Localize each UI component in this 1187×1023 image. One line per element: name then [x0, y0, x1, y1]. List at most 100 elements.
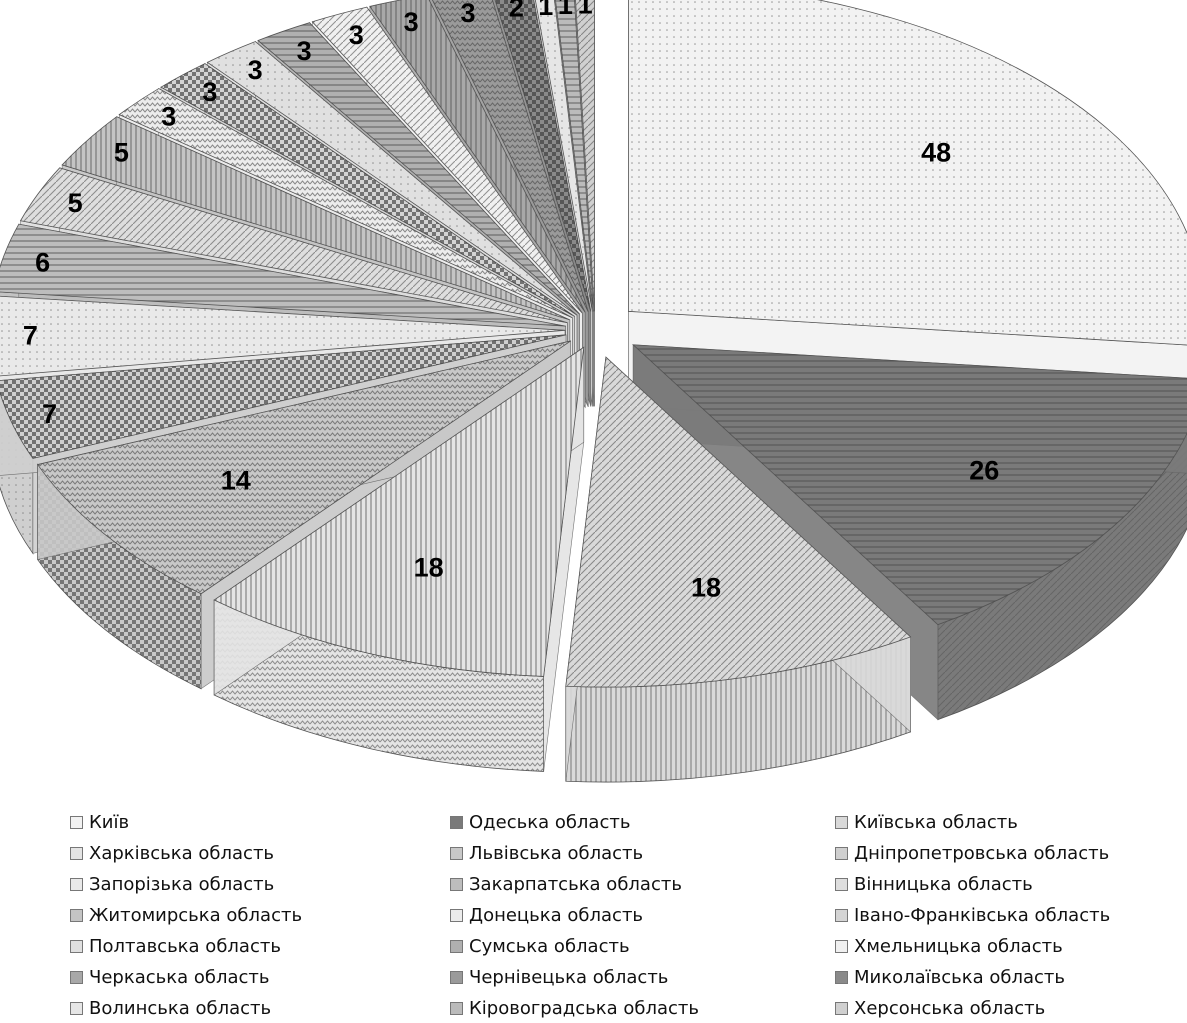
data-label-дніпропетровська-область: 7: [42, 399, 57, 429]
legend-swatch-icon: [70, 877, 83, 891]
legend-swatch-icon: [70, 1001, 83, 1015]
pie-side-texture-одеська-область: [937, 433, 1187, 720]
legend-item-сумська-область: Сумська область: [450, 932, 835, 960]
pie-slice-texture-дніпропетровська-область: [0, 334, 567, 459]
legend-swatch-icon: [450, 1001, 463, 1015]
legend-label: Харківська область: [89, 842, 275, 864]
legend-item-херсонська-область: Херсонська область: [835, 994, 1170, 1022]
legend-swatch-icon: [835, 970, 848, 984]
legend-item-волинська-область: Волинська область: [70, 994, 450, 1022]
legend-item-полтавська-область: Полтавська область: [70, 932, 450, 960]
legend-swatch-icon: [70, 846, 83, 860]
legend-swatch-icon: [835, 1001, 848, 1015]
legend-label: Полтавська область: [89, 935, 281, 957]
legend-swatch-icon: [70, 939, 83, 953]
legend-label: Чернівецька область: [469, 966, 669, 988]
legend-item-закарпатська-область: Закарпатська область: [450, 870, 835, 898]
legend-swatch-icon: [450, 877, 463, 891]
pie-slice-texture-полтавська-область: [207, 41, 577, 316]
pie-chart: 48 26 18 18 14 7 7 6 5 5 3 3 3 3 3 3 3 2 1 1 1: [0, 0, 1187, 783]
legend-label: Київська область: [854, 811, 1018, 833]
pie-slice-texture-миколаївська-область: [495, 0, 591, 312]
legend-label: Хмельницька область: [854, 935, 1063, 957]
pie-slice-texture-кіровоградська-область: [555, 0, 594, 312]
pie-slice-texture-закарпатська-область: [0, 224, 566, 327]
data-label-івано-франківська-область: 3: [202, 77, 217, 107]
pie-slice-texture-черкаська-область: [369, 0, 586, 313]
legend-label: Дніпропетровська область: [854, 842, 1110, 864]
data-label-херсонська-область: 1: [578, 0, 593, 20]
data-label-сумська-область: 3: [297, 36, 312, 66]
legend-label: Миколаївська область: [854, 966, 1066, 988]
data-label-миколаївська-область: 2: [509, 0, 524, 23]
legend-label: Івано-Франківська область: [854, 904, 1111, 926]
legend: Київ Одеська область Київська область Харкі…: [70, 808, 1170, 1022]
legend-label: Одеська область: [469, 811, 631, 833]
legend-label: Львівська область: [469, 842, 644, 864]
legend-swatch-icon: [835, 815, 848, 829]
legend-label: Черкаська область: [89, 966, 270, 988]
pie-slice-texture-хмельницька-область: [312, 7, 583, 314]
pie-slice-texture-львівська-область: [37, 340, 571, 594]
data-label-закарпатська-область: 6: [35, 247, 50, 277]
data-label-кіровоградська-область: 1: [558, 0, 573, 20]
legend-swatch-icon: [70, 908, 83, 922]
legend-label: Житомирська область: [89, 904, 303, 926]
legend-label: Волинська область: [89, 997, 272, 1019]
legend-label: Київ: [89, 811, 130, 833]
pie-slice-texture-чернівецька-область: [432, 0, 589, 312]
data-label-київ: 48: [921, 137, 951, 167]
pie-slice-texture-одеська-область: [633, 344, 1187, 625]
legend-item-вінницька-область: Вінницька область: [835, 870, 1170, 898]
legend-item-миколаївська-область: Миколаївська область: [835, 963, 1170, 991]
data-label-донецька-область: 3: [161, 101, 176, 131]
data-label-житомирська-область: 5: [114, 138, 129, 168]
pie-top-faces: [0, 0, 1187, 688]
legend-item-київ: Київ: [70, 808, 450, 836]
legend-item-кіровоградська-область: Кіровоградська область: [450, 994, 835, 1022]
legend-label: Херсонська область: [854, 997, 1046, 1019]
legend-swatch-icon: [835, 846, 848, 860]
legend-item-львівська-область: Львівська область: [450, 839, 835, 867]
data-label-харківська-область: 18: [414, 553, 444, 583]
legend-item-житомирська-область: Житомирська область: [70, 901, 450, 929]
legend-swatch-icon: [450, 815, 463, 829]
legend-item-івано-франківська-область: Івано-Франківська область: [835, 901, 1170, 929]
data-label-львівська-область: 14: [221, 466, 251, 496]
legend-swatch-icon: [450, 846, 463, 860]
legend-label: Запорізька область: [89, 873, 275, 895]
legend-label: Вінницька область: [854, 873, 1033, 895]
pie-slice-texture-донецька-область: [119, 88, 573, 318]
legend-item-харківська-область: Харківська область: [70, 839, 450, 867]
pie-side-texture-харківська-область: [214, 600, 544, 772]
pie-slice-texture-київська-область: [565, 357, 911, 688]
pie-slice-texture-херсонська-область: [575, 0, 595, 312]
legend-swatch-icon: [450, 939, 463, 953]
legend-swatch-icon: [70, 815, 83, 829]
legend-item-хмельницька-область: Хмельницька область: [835, 932, 1170, 960]
data-label-полтавська-область: 3: [248, 55, 263, 85]
legend-swatch-icon: [70, 970, 83, 984]
pie-slice-texture-запорізька-область: [0, 296, 566, 376]
legend-swatch-icon: [450, 970, 463, 984]
data-label-чернівецька-область: 3: [460, 0, 475, 28]
legend-swatch-icon: [450, 908, 463, 922]
pie-slice-texture-житомирська-область: [62, 116, 570, 320]
legend-label: Кіровоградська область: [469, 997, 699, 1019]
data-label-хмельницька-область: 3: [349, 20, 364, 50]
legend-swatch-icon: [835, 877, 848, 891]
legend-item-запорізька-область: Запорізька область: [70, 870, 450, 898]
legend-label: Сумська область: [469, 935, 630, 957]
data-label-одеська-область: 26: [969, 456, 999, 486]
data-label-запорізька-область: 7: [23, 321, 38, 351]
data-label-волинська-область: 1: [538, 0, 553, 21]
pie-slice-texture-київ: [628, 0, 1187, 346]
pie-slice-texture-вінницька-область: [20, 167, 568, 323]
data-label-черкаська-область: 3: [404, 7, 419, 37]
legend-label: Донецька область: [469, 904, 644, 926]
data-label-вінницька-область: 5: [68, 188, 83, 218]
pie-slice-texture-івано-франківська-область: [160, 63, 575, 317]
legend-label: Закарпатська область: [469, 873, 682, 895]
